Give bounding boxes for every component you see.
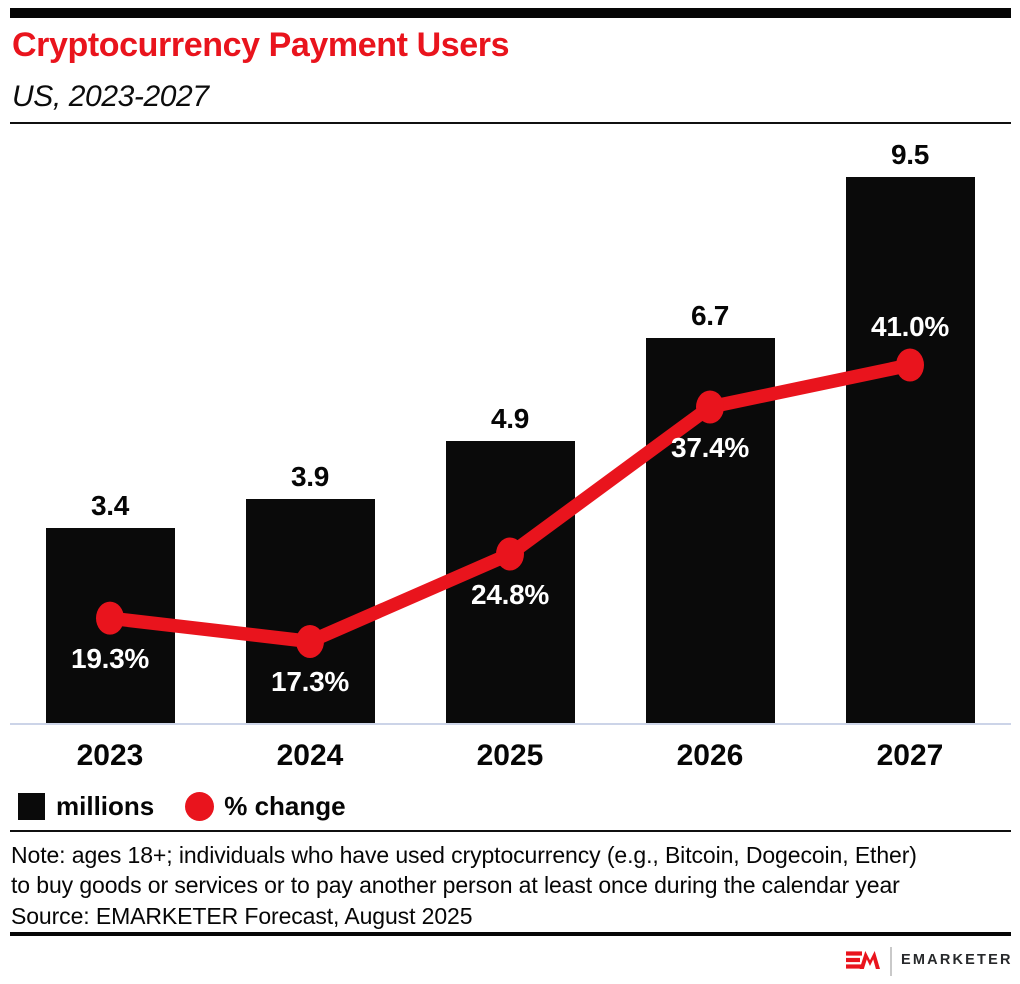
chart-title: Cryptocurrency Payment Users: [12, 26, 510, 64]
bar-value-label-2025: 4.9: [490, 403, 530, 435]
emarketer-logo-icon: [846, 951, 880, 969]
x-axis-label-2026: 2026: [676, 739, 744, 772]
header-divider: [10, 122, 1011, 124]
legend-circle-swatch: [185, 792, 215, 821]
pct-change-label-2027: 41.0%: [871, 311, 949, 343]
pct-change-label-2026: 37.4%: [671, 432, 749, 464]
emarketer-logo-text: EMARKETER: [901, 952, 1013, 968]
pct-change-label-2025: 24.8%: [471, 579, 549, 610]
x-axis-label-2023: 2023: [76, 739, 144, 772]
top-accent-bar: [10, 8, 1011, 18]
x-axis-label-2024: 2024: [276, 739, 344, 772]
bar-value-label-2023: 3.4: [90, 489, 130, 521]
bar-2027: [845, 177, 975, 723]
pct-change-label-2023: 19.3%: [71, 643, 149, 675]
legend-divider: [10, 830, 1011, 832]
source-line: Source: EMARKETER Forecast, August 2025: [11, 903, 473, 929]
note-line-1: Note: ages 18+; individuals who have use…: [11, 842, 917, 868]
note-line-2: to buy goods or services or to pay anoth…: [11, 872, 900, 898]
legend: millions % change: [18, 791, 346, 822]
legend-square-swatch: [18, 793, 45, 820]
x-axis-line: [10, 723, 1011, 725]
bar-value-label-2024: 3.9: [290, 460, 330, 492]
pct-change-label-2024: 17.3%: [271, 666, 349, 698]
footer-divider: [10, 932, 1011, 936]
bar-2026: [645, 337, 775, 723]
footnote-block: Note: ages 18+; individuals who have use…: [11, 840, 1011, 931]
x-axis-label-2027: 2027: [876, 739, 944, 772]
bar-value-label-2026: 6.7: [690, 299, 730, 331]
x-axis-label-2025: 2025: [476, 739, 544, 772]
bar-value-label-2027: 9.5: [890, 139, 930, 171]
bar-2023: [45, 527, 175, 723]
legend-label-pct-change: % change: [224, 791, 346, 821]
legend-label-millions: millions: [56, 791, 155, 821]
logo-divider: [890, 947, 892, 976]
chart-subtitle: US, 2023-2027: [12, 80, 209, 113]
